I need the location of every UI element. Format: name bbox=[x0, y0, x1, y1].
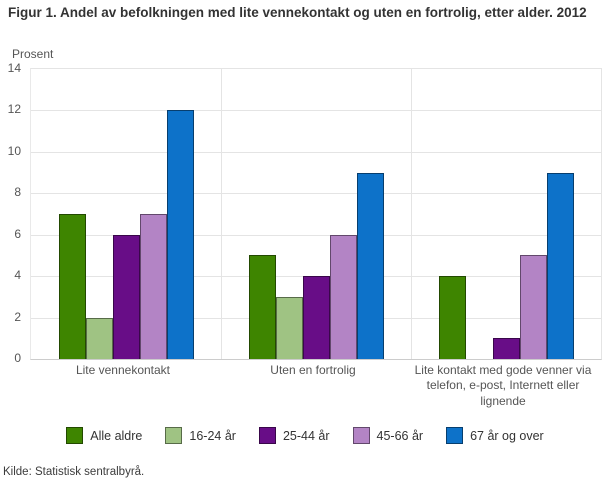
legend-swatch bbox=[258, 427, 276, 444]
panel-separator bbox=[221, 69, 222, 359]
legend-item-alle-aldre: Alle aldre bbox=[66, 427, 142, 444]
x-category-label: Lite vennekontakt bbox=[75, 363, 171, 377]
legend-swatch bbox=[165, 427, 183, 444]
bar-67-r-og-over-lite-vennekontakt bbox=[167, 110, 194, 359]
gridline bbox=[31, 235, 601, 236]
bar-16-24-r-lite-vennekontakt bbox=[86, 318, 113, 359]
x-category-label: Lite kontakt med gode venner via telefon… bbox=[414, 363, 592, 408]
legend-swatch bbox=[66, 427, 84, 444]
gridline bbox=[31, 152, 601, 153]
bar-16-24-r-uten-en-fortrolig bbox=[276, 297, 303, 359]
bar-25-44-r-lite-vennekontakt bbox=[113, 235, 140, 359]
legend-label: 67 år og over bbox=[470, 428, 544, 443]
bar-67-r-og-over-uten-en-fortrolig bbox=[357, 173, 384, 359]
y-tick-label: 8 bbox=[14, 185, 21, 199]
source-note: Kilde: Statistisk sentralbyrå. bbox=[3, 466, 145, 478]
legend-label: Alle aldre bbox=[90, 428, 143, 443]
y-axis: 0 2 4 6 8 10 12 14 bbox=[0, 61, 25, 365]
chart-title: Figur 1. Andel av befolkningen med lite … bbox=[8, 5, 587, 20]
y-tick-label: 6 bbox=[14, 227, 21, 241]
gridline bbox=[31, 193, 601, 194]
panel-separator bbox=[411, 69, 412, 359]
plot-area bbox=[30, 68, 602, 360]
bar-67-r-og-over-lite-kontakt-med-god bbox=[547, 173, 574, 359]
bar-25-44-r-lite-kontakt-med-god bbox=[493, 338, 520, 359]
y-tick-label: 2 bbox=[14, 310, 21, 324]
legend-label: 45-66 år bbox=[376, 428, 424, 443]
y-tick-label: 0 bbox=[14, 351, 21, 365]
legend-label: 16-24 år bbox=[189, 428, 236, 443]
y-tick-label: 14 bbox=[7, 61, 21, 75]
legend-swatch bbox=[352, 427, 370, 444]
legend-item-25-44-r: 25-44 år bbox=[258, 427, 330, 444]
bar-45-66-r-uten-en-fortrolig bbox=[330, 235, 357, 359]
legend-item-45-66-r: 45-66 år bbox=[352, 427, 424, 444]
gridline bbox=[31, 110, 601, 111]
bar-alle-aldre-lite-kontakt-med-god bbox=[439, 276, 466, 359]
bar-45-66-r-lite-kontakt-med-god bbox=[520, 255, 547, 359]
legend-label: 25-44 år bbox=[282, 428, 330, 443]
y-axis-title: Prosent bbox=[12, 47, 54, 61]
bar-45-66-r-lite-vennekontakt bbox=[140, 214, 167, 359]
legend-item-67-r-og-over: 67 år og over bbox=[446, 427, 544, 444]
legend: Alle aldre 16-24 år 25-44 år 45-66 år 67 år … bbox=[0, 427, 610, 444]
y-tick-label: 10 bbox=[7, 144, 21, 158]
bar-alle-aldre-uten-en-fortrolig bbox=[249, 255, 276, 359]
y-tick-label: 4 bbox=[14, 268, 21, 282]
y-tick-label: 12 bbox=[7, 102, 21, 116]
legend-item-16-24-r: 16-24 år bbox=[165, 427, 236, 444]
legend-swatch bbox=[446, 427, 464, 444]
bar-alle-aldre-lite-vennekontakt bbox=[59, 214, 86, 359]
bar-25-44-r-uten-en-fortrolig bbox=[303, 276, 330, 359]
x-category-label: Uten en fortrolig bbox=[270, 363, 356, 377]
